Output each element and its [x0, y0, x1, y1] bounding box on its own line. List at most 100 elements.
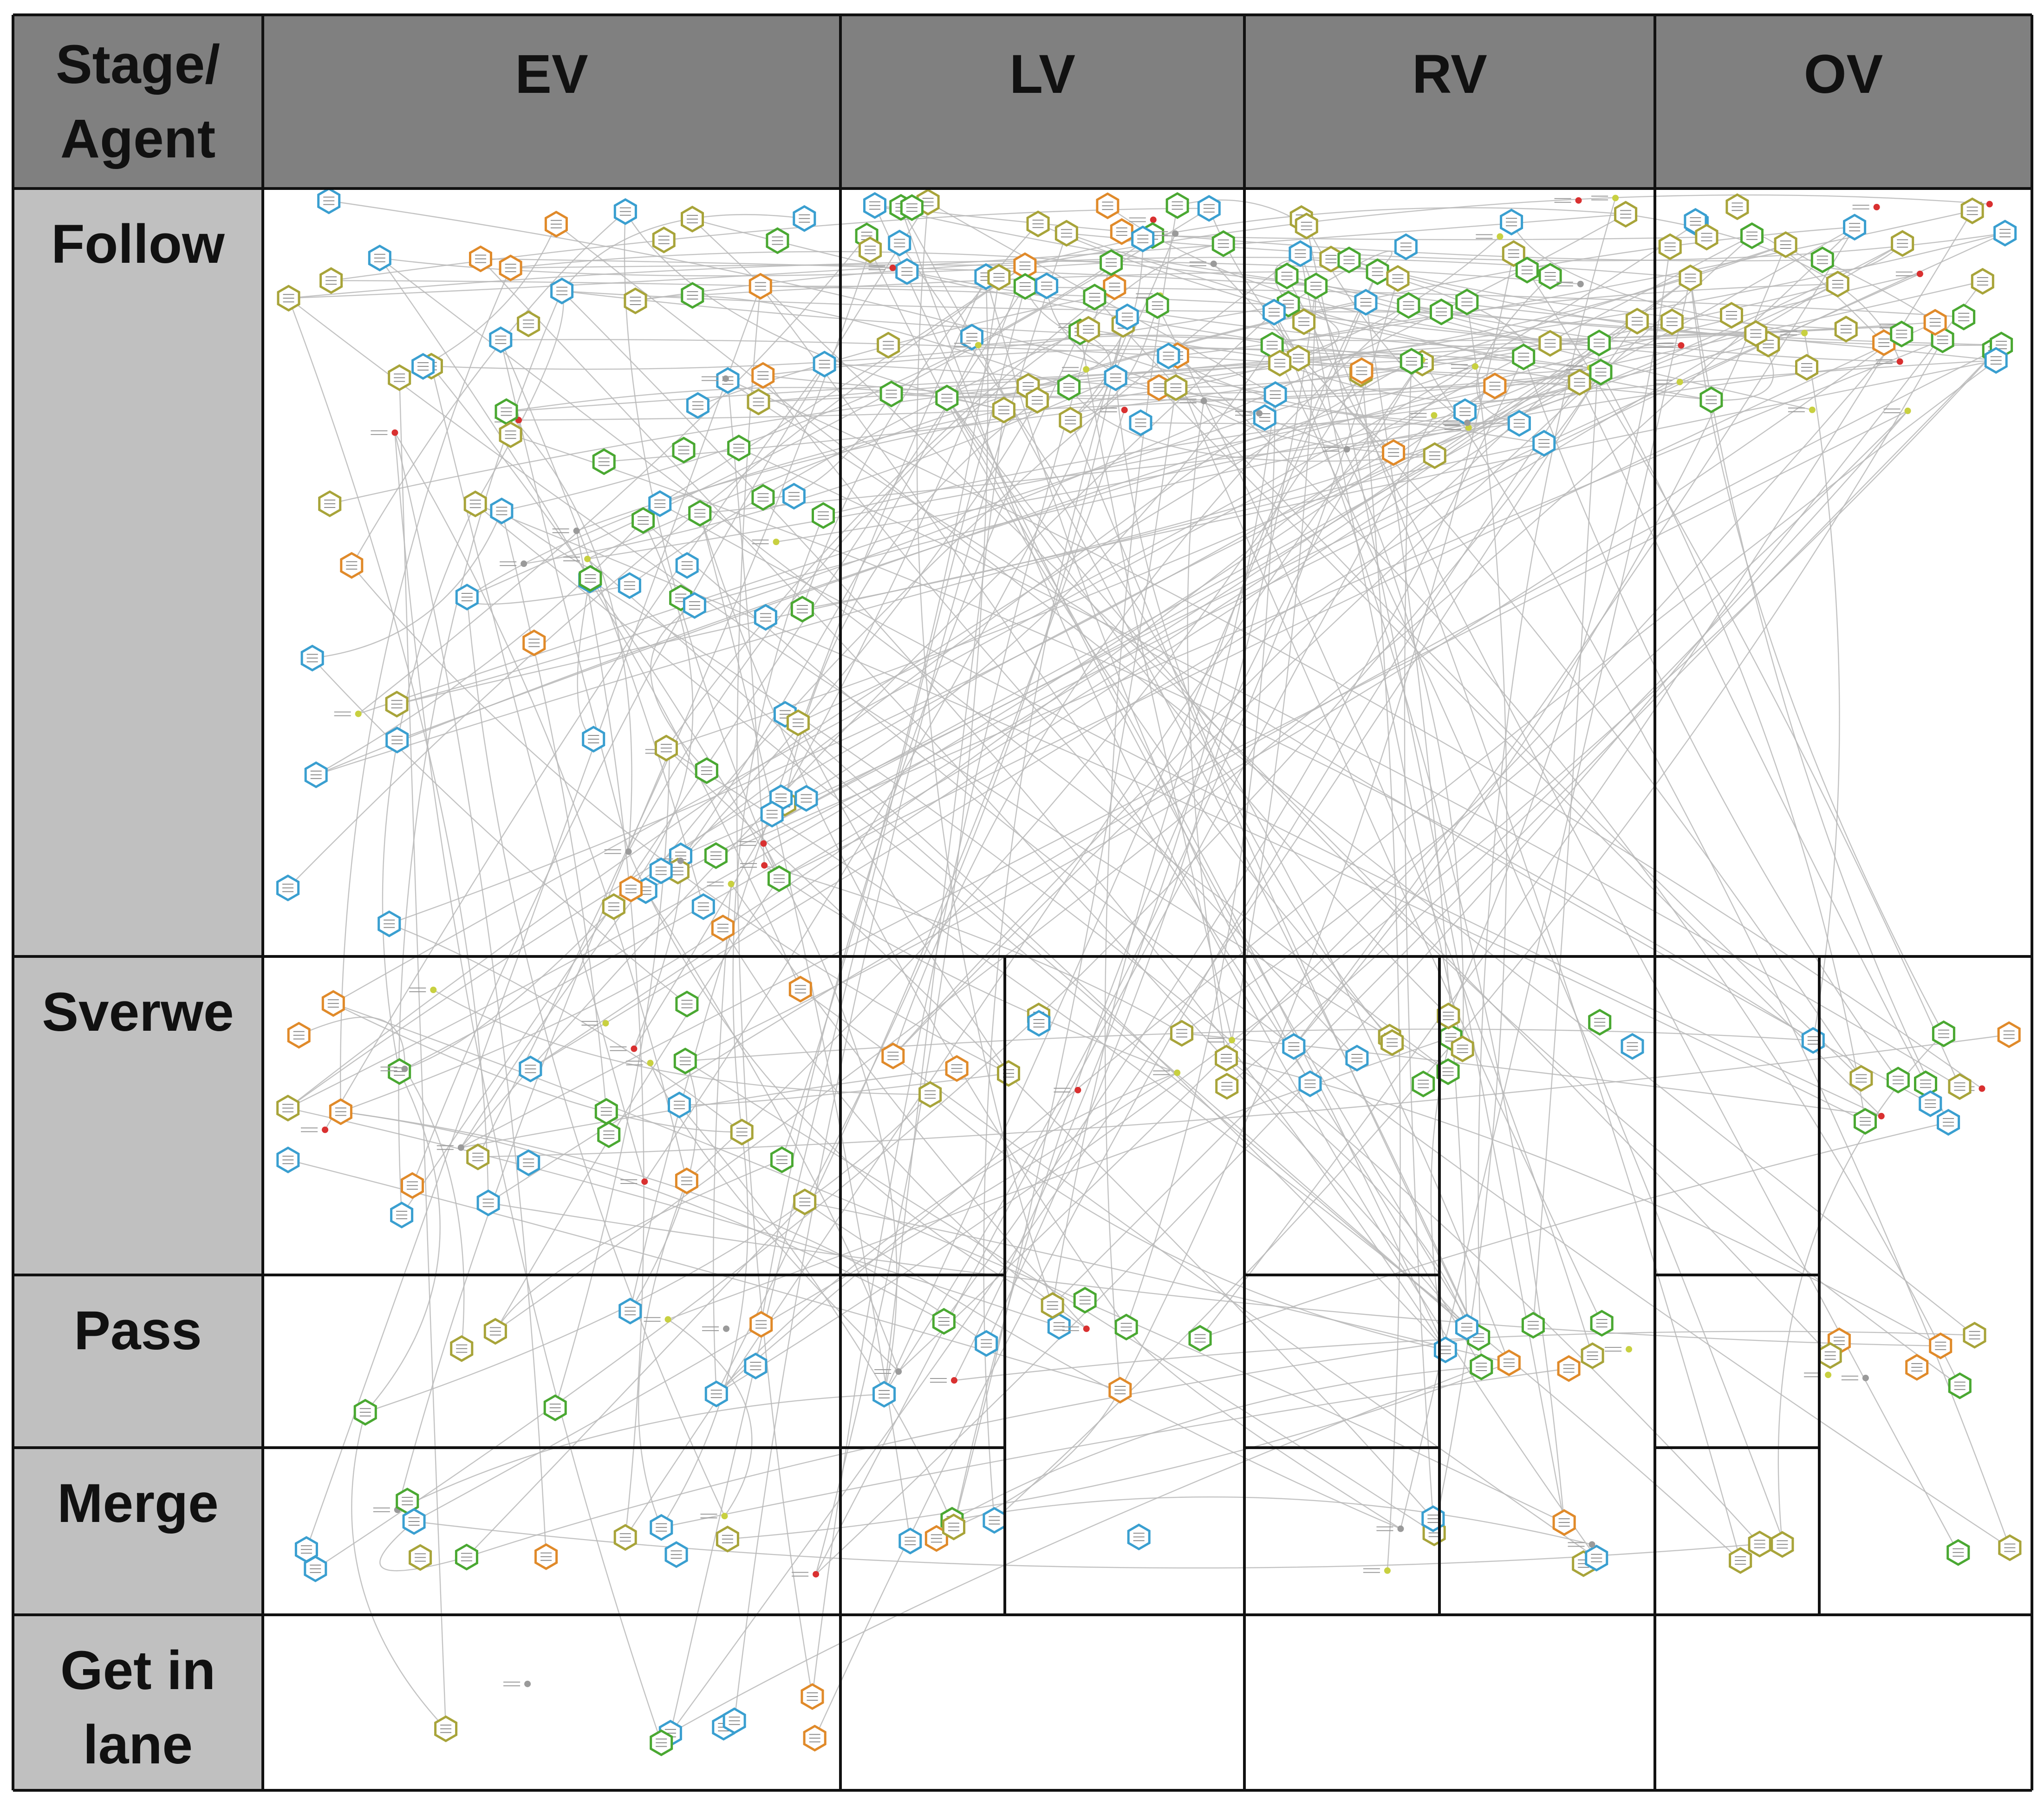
graph-edge	[379, 258, 801, 989]
column-label-ov: OV	[1803, 44, 1883, 105]
graph-edge	[1200, 1122, 1949, 1339]
graph-terminal-dot	[1678, 342, 1685, 349]
graph-edge	[779, 320, 1638, 879]
graph-edge	[312, 657, 688, 1005]
graph-edge	[1231, 286, 1317, 1040]
graph-edge	[1532, 343, 1600, 1326]
graph-edge	[561, 290, 1446, 1350]
graph-edge	[394, 432, 662, 1743]
graph-edge	[953, 359, 1423, 1527]
graph-edge	[667, 1319, 753, 1516]
graph-edge	[312, 511, 502, 659]
graph-terminal-dot	[1904, 407, 1911, 414]
graph-terminal-dot	[1471, 363, 1478, 370]
row-header-get-in-lane: Get in lane	[13, 1615, 263, 1790]
graph-edge	[1094, 297, 1862, 1079]
graph-edge	[423, 224, 557, 367]
graph-edge	[495, 1159, 782, 1332]
graph-edge	[758, 232, 2005, 403]
graph-terminal-dot	[457, 1144, 464, 1151]
graph-edge	[685, 333, 1902, 1062]
row-header-sverwe: Sverwe	[13, 956, 263, 1275]
graph-terminal-dot	[584, 555, 591, 562]
column-header-ov: OV	[1655, 15, 2032, 189]
graph-edge	[1025, 207, 1626, 267]
graph-edge	[510, 434, 1814, 1041]
column-label-ev: EV	[515, 44, 588, 105]
graph-terminal-dot	[1464, 419, 1471, 426]
graph-edge	[339, 267, 511, 1112]
graph-terminal-dot	[1873, 204, 1880, 211]
graph-terminal-dot	[1577, 280, 1584, 287]
graph-edge	[333, 235, 1752, 1004]
graph-edge	[645, 227, 1855, 891]
graph-edge	[665, 286, 1115, 748]
graph-edge	[716, 360, 1997, 1395]
graph-edge	[587, 558, 1467, 1328]
graph-edge	[288, 298, 489, 1203]
graph-terminal-dot	[1384, 1567, 1391, 1574]
graph-edge	[1600, 371, 1866, 1122]
graph-edge	[1448, 247, 1671, 1016]
graph-terminal-dot	[1210, 260, 1217, 267]
graph-edge	[1361, 371, 1401, 1571]
graph-edge	[329, 200, 1347, 450]
graph-terminal-dot	[950, 1377, 957, 1384]
graph-edge	[680, 345, 979, 861]
graph-edge	[670, 1366, 1482, 1734]
graph-edge	[1066, 232, 2005, 261]
graph-terminal-dot	[1575, 197, 1582, 204]
graph-edge	[556, 223, 1975, 1336]
graph-edge	[500, 339, 704, 907]
graph-edge	[1115, 377, 1393, 1043]
graph-edge	[685, 1028, 1813, 1062]
graph-edge	[797, 722, 1009, 1074]
graph-edge	[333, 1003, 742, 1133]
graph-edge	[635, 295, 1069, 388]
graph-edge	[1785, 243, 1903, 270]
graph-terminal-dot	[889, 264, 896, 271]
graph-edge	[1168, 355, 1519, 424]
row-label-merge: Merge	[57, 1473, 219, 1534]
graph-edge	[631, 417, 1265, 890]
graph-terminal-dot	[1986, 201, 1993, 208]
graph-terminal-dot	[1896, 358, 1903, 365]
graph-edge	[953, 387, 1177, 1528]
graph-terminal-dot	[1343, 446, 1350, 453]
graph-terminal-dot	[524, 1680, 531, 1687]
graph-edge	[1088, 329, 1590, 374]
graph-edge	[475, 503, 1479, 1338]
graph-edge	[430, 365, 780, 879]
graph-edge	[645, 273, 1920, 891]
graph-edge	[510, 264, 1025, 269]
graph-edge	[554, 751, 670, 1408]
graph-terminal-dot	[1588, 1541, 1595, 1548]
graph-edge	[530, 243, 1903, 1070]
graph-edge	[736, 286, 813, 1697]
graph-terminal-dot	[602, 1020, 609, 1027]
graph-terminal-dot	[1626, 1346, 1633, 1353]
graph-terminal-dot	[1083, 366, 1090, 373]
graph-edge	[478, 1034, 2009, 1157]
graph-edge	[397, 1393, 885, 1510]
graph-edge	[946, 397, 1446, 1350]
graph-edge	[1690, 278, 1949, 1123]
graph-edge	[685, 1060, 1435, 1534]
graph-edge	[650, 1063, 899, 1372]
graph-edge	[680, 400, 1038, 861]
graph-terminal-dot	[625, 848, 632, 855]
graph-edge	[287, 382, 1580, 1109]
graph-edge	[630, 520, 694, 890]
graph-edge	[650, 605, 707, 771]
grid-lines	[12, 13, 2033, 1792]
graph-terminal-dot	[813, 1571, 820, 1578]
row-label-get-in-lane: Get in lane	[60, 1640, 216, 1775]
graph-edge	[1199, 210, 1973, 1339]
graph-edge	[798, 222, 1698, 723]
graph-edge	[1400, 278, 1691, 1529]
graph-terminal-dot	[1916, 270, 1923, 277]
graph-edge	[351, 1412, 446, 1729]
graph-edge	[951, 1366, 1482, 1521]
graph-edge	[1421, 359, 2011, 1548]
